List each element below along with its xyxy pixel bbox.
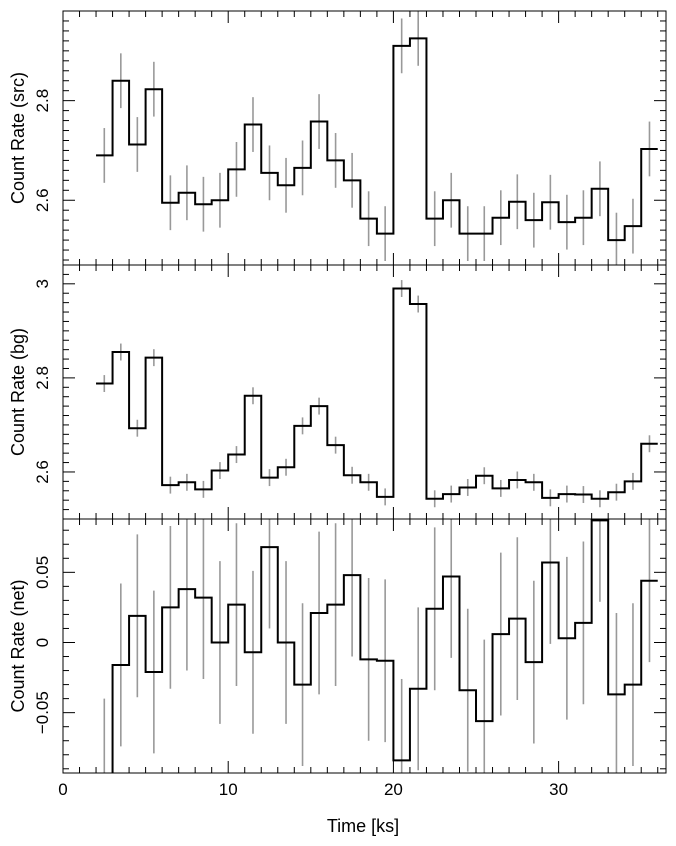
panel-frame bbox=[62, 10, 667, 266]
y-axis-title: Count Rate (net) bbox=[8, 579, 28, 712]
y-tick-label: 2.6 bbox=[33, 460, 52, 484]
y-tick-label: 2.8 bbox=[33, 366, 52, 390]
panels-group: 2.6 2.8 Count Rate (src) 2.6 2.8 3 Count Rate … bbox=[8, 10, 667, 799]
panel-frame bbox=[62, 264, 667, 520]
panel-3: 0.05 0 −0.05 Count Rate (net) bbox=[8, 518, 667, 774]
y-axis-title: Count Rate (src) bbox=[8, 72, 28, 204]
x-tick-label: 20 bbox=[384, 780, 403, 799]
x-tick-label: 0 bbox=[58, 780, 67, 799]
y-axis-title: Count Rate (bg) bbox=[8, 328, 28, 456]
panel-2: 2.6 2.8 3 Count Rate (bg) bbox=[8, 264, 667, 520]
panel-frame bbox=[62, 518, 667, 774]
step-line bbox=[96, 287, 658, 500]
y-tick-label: 2.6 bbox=[33, 188, 52, 212]
y-tick-label: 0 bbox=[33, 638, 52, 647]
y-tick-label: 0.05 bbox=[33, 556, 52, 589]
step-line bbox=[111, 519, 658, 773]
x-tick-label: 10 bbox=[219, 780, 238, 799]
step-line bbox=[96, 37, 658, 242]
y-tick-label: 3 bbox=[33, 279, 52, 288]
panel-1: 2.6 2.8 Count Rate (src) bbox=[8, 10, 667, 266]
x-axis-title: Time [ks] bbox=[327, 816, 399, 836]
x-tick-label: 30 bbox=[549, 780, 568, 799]
y-tick-label: 2.8 bbox=[33, 89, 52, 113]
y-tick-label: −0.05 bbox=[33, 691, 52, 734]
